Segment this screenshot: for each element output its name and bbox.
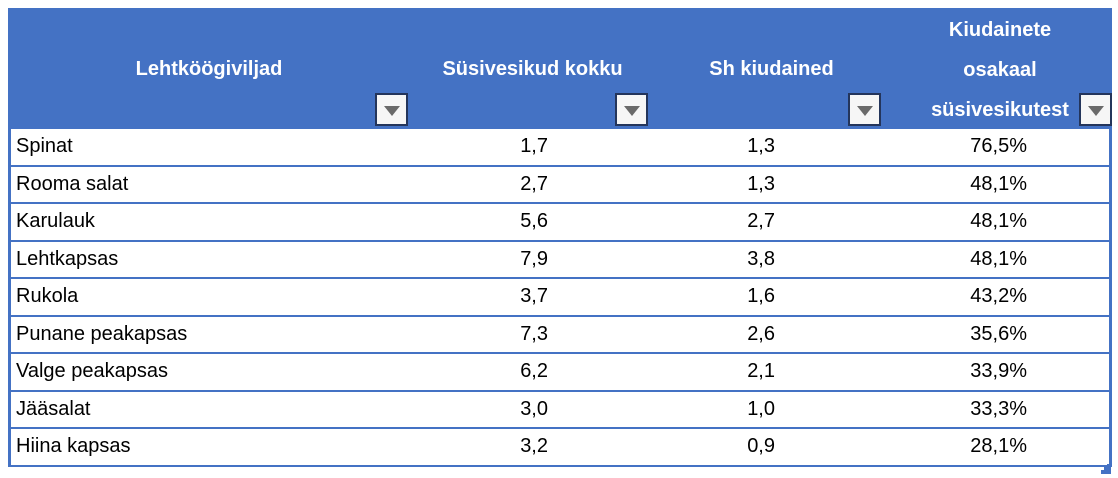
cell-fiber-share[interactable]: 28,1% bbox=[970, 435, 1027, 458]
chevron-down-icon bbox=[383, 105, 400, 116]
header-cell-fiber[interactable]: Sh kiudained bbox=[655, 8, 888, 130]
table-header-row: Lehtköögiviljad Süsivesikud kokku Sh kiu… bbox=[8, 8, 1112, 129]
cell-fiber[interactable]: 1,3 bbox=[747, 135, 775, 158]
cell-carbs-total[interactable]: 2,7 bbox=[520, 172, 548, 195]
cell-carbs-total[interactable]: 7,3 bbox=[520, 322, 548, 345]
filter-dropdown-fiber-share[interactable] bbox=[1079, 93, 1112, 126]
cell-vegetable[interactable]: Rukola bbox=[16, 285, 79, 308]
cell-vegetable[interactable]: Lehtkapsas bbox=[16, 247, 119, 270]
cell-vegetable[interactable]: Hiina kapsas bbox=[16, 435, 131, 458]
cell-fiber[interactable]: 2,1 bbox=[747, 360, 775, 383]
table-row: Valge peakapsas 6,2 2,1 33,9% bbox=[11, 354, 1109, 392]
filter-dropdown-carbs-total[interactable] bbox=[615, 93, 648, 126]
table-resize-handle[interactable] bbox=[1095, 458, 1111, 474]
cell-vegetable[interactable]: Jääsalat bbox=[16, 397, 91, 420]
chevron-down-icon bbox=[856, 105, 873, 116]
header-cell-carbs-total[interactable]: Süsivesikud kokku bbox=[410, 8, 655, 130]
table-row: Punane peakapsas 7,3 2,6 35,6% bbox=[11, 317, 1109, 354]
spreadsheet-table: Lehtköögiviljad Süsivesikud kokku Sh kiu… bbox=[8, 8, 1112, 467]
cell-fiber-share[interactable]: 48,1% bbox=[970, 247, 1027, 270]
cell-fiber-share[interactable]: 48,1% bbox=[970, 210, 1027, 233]
cell-fiber[interactable]: 1,0 bbox=[747, 397, 775, 420]
chevron-down-icon bbox=[1087, 105, 1104, 116]
cell-carbs-total[interactable]: 7,9 bbox=[520, 247, 548, 270]
cell-vegetable[interactable]: Valge peakapsas bbox=[16, 360, 168, 383]
header-label-fiber-share-line1: Kiudainete bbox=[948, 19, 1052, 41]
cell-vegetable[interactable]: Punane peakapsas bbox=[16, 322, 188, 345]
cell-fiber-share[interactable]: 76,5% bbox=[970, 135, 1027, 158]
cell-fiber[interactable]: 1,6 bbox=[747, 285, 775, 308]
table-row: Lehtkapsas 7,9 3,8 48,1% bbox=[11, 242, 1109, 279]
table-row: Hiina kapsas 3,2 0,9 28,1% bbox=[11, 429, 1109, 467]
cell-vegetable[interactable]: Karulauk bbox=[16, 210, 95, 233]
table-row: Spinat 1,7 1,3 76,5% bbox=[11, 129, 1109, 167]
header-cell-vegetables[interactable]: Lehtköögiviljad bbox=[8, 8, 410, 130]
cell-fiber-share[interactable]: 35,6% bbox=[970, 322, 1027, 345]
cell-carbs-total[interactable]: 3,7 bbox=[520, 285, 548, 308]
cell-fiber[interactable]: 0,9 bbox=[747, 435, 775, 458]
filter-dropdown-fiber[interactable] bbox=[848, 93, 881, 126]
cell-carbs-total[interactable]: 3,2 bbox=[520, 435, 548, 458]
table-row: Rooma salat 2,7 1,3 48,1% bbox=[11, 167, 1109, 204]
chevron-down-icon bbox=[623, 105, 640, 116]
cell-fiber[interactable]: 1,3 bbox=[747, 172, 775, 195]
header-label-fiber: Sh kiudained bbox=[709, 57, 834, 80]
cell-fiber[interactable]: 2,6 bbox=[747, 322, 775, 345]
table-row: Jääsalat 3,0 1,0 33,3% bbox=[11, 392, 1109, 429]
cell-fiber[interactable]: 2,7 bbox=[747, 210, 775, 233]
cell-vegetable[interactable]: Spinat bbox=[16, 135, 73, 158]
cell-carbs-total[interactable]: 6,2 bbox=[520, 360, 548, 383]
cell-fiber[interactable]: 3,8 bbox=[747, 247, 775, 270]
header-label-fiber-share-line3: süsivesikutest bbox=[931, 99, 1069, 121]
header-label-vegetables: Lehtköögiviljad bbox=[135, 57, 283, 80]
filter-dropdown-vegetables[interactable] bbox=[375, 93, 408, 126]
cell-carbs-total[interactable]: 3,0 bbox=[520, 397, 548, 420]
header-cell-fiber-share[interactable]: Kiudainete osakaal süsivesikutest bbox=[888, 8, 1112, 130]
cell-fiber-share[interactable]: 33,9% bbox=[970, 360, 1027, 383]
header-label-carbs-total: Süsivesikud kokku bbox=[442, 57, 623, 80]
cell-carbs-total[interactable]: 1,7 bbox=[520, 135, 548, 158]
cell-fiber-share[interactable]: 43,2% bbox=[970, 285, 1027, 308]
cell-fiber-share[interactable]: 48,1% bbox=[970, 172, 1027, 195]
table-body: Spinat 1,7 1,3 76,5% Rooma salat 2,7 1,3… bbox=[8, 129, 1112, 467]
table-row: Karulauk 5,6 2,7 48,1% bbox=[11, 204, 1109, 242]
table-row: Rukola 3,7 1,6 43,2% bbox=[11, 279, 1109, 317]
cell-fiber-share[interactable]: 33,3% bbox=[970, 397, 1027, 420]
cell-vegetable[interactable]: Rooma salat bbox=[16, 172, 129, 195]
header-label-fiber-share-line2: osakaal bbox=[963, 59, 1037, 81]
cell-carbs-total[interactable]: 5,6 bbox=[520, 210, 548, 233]
